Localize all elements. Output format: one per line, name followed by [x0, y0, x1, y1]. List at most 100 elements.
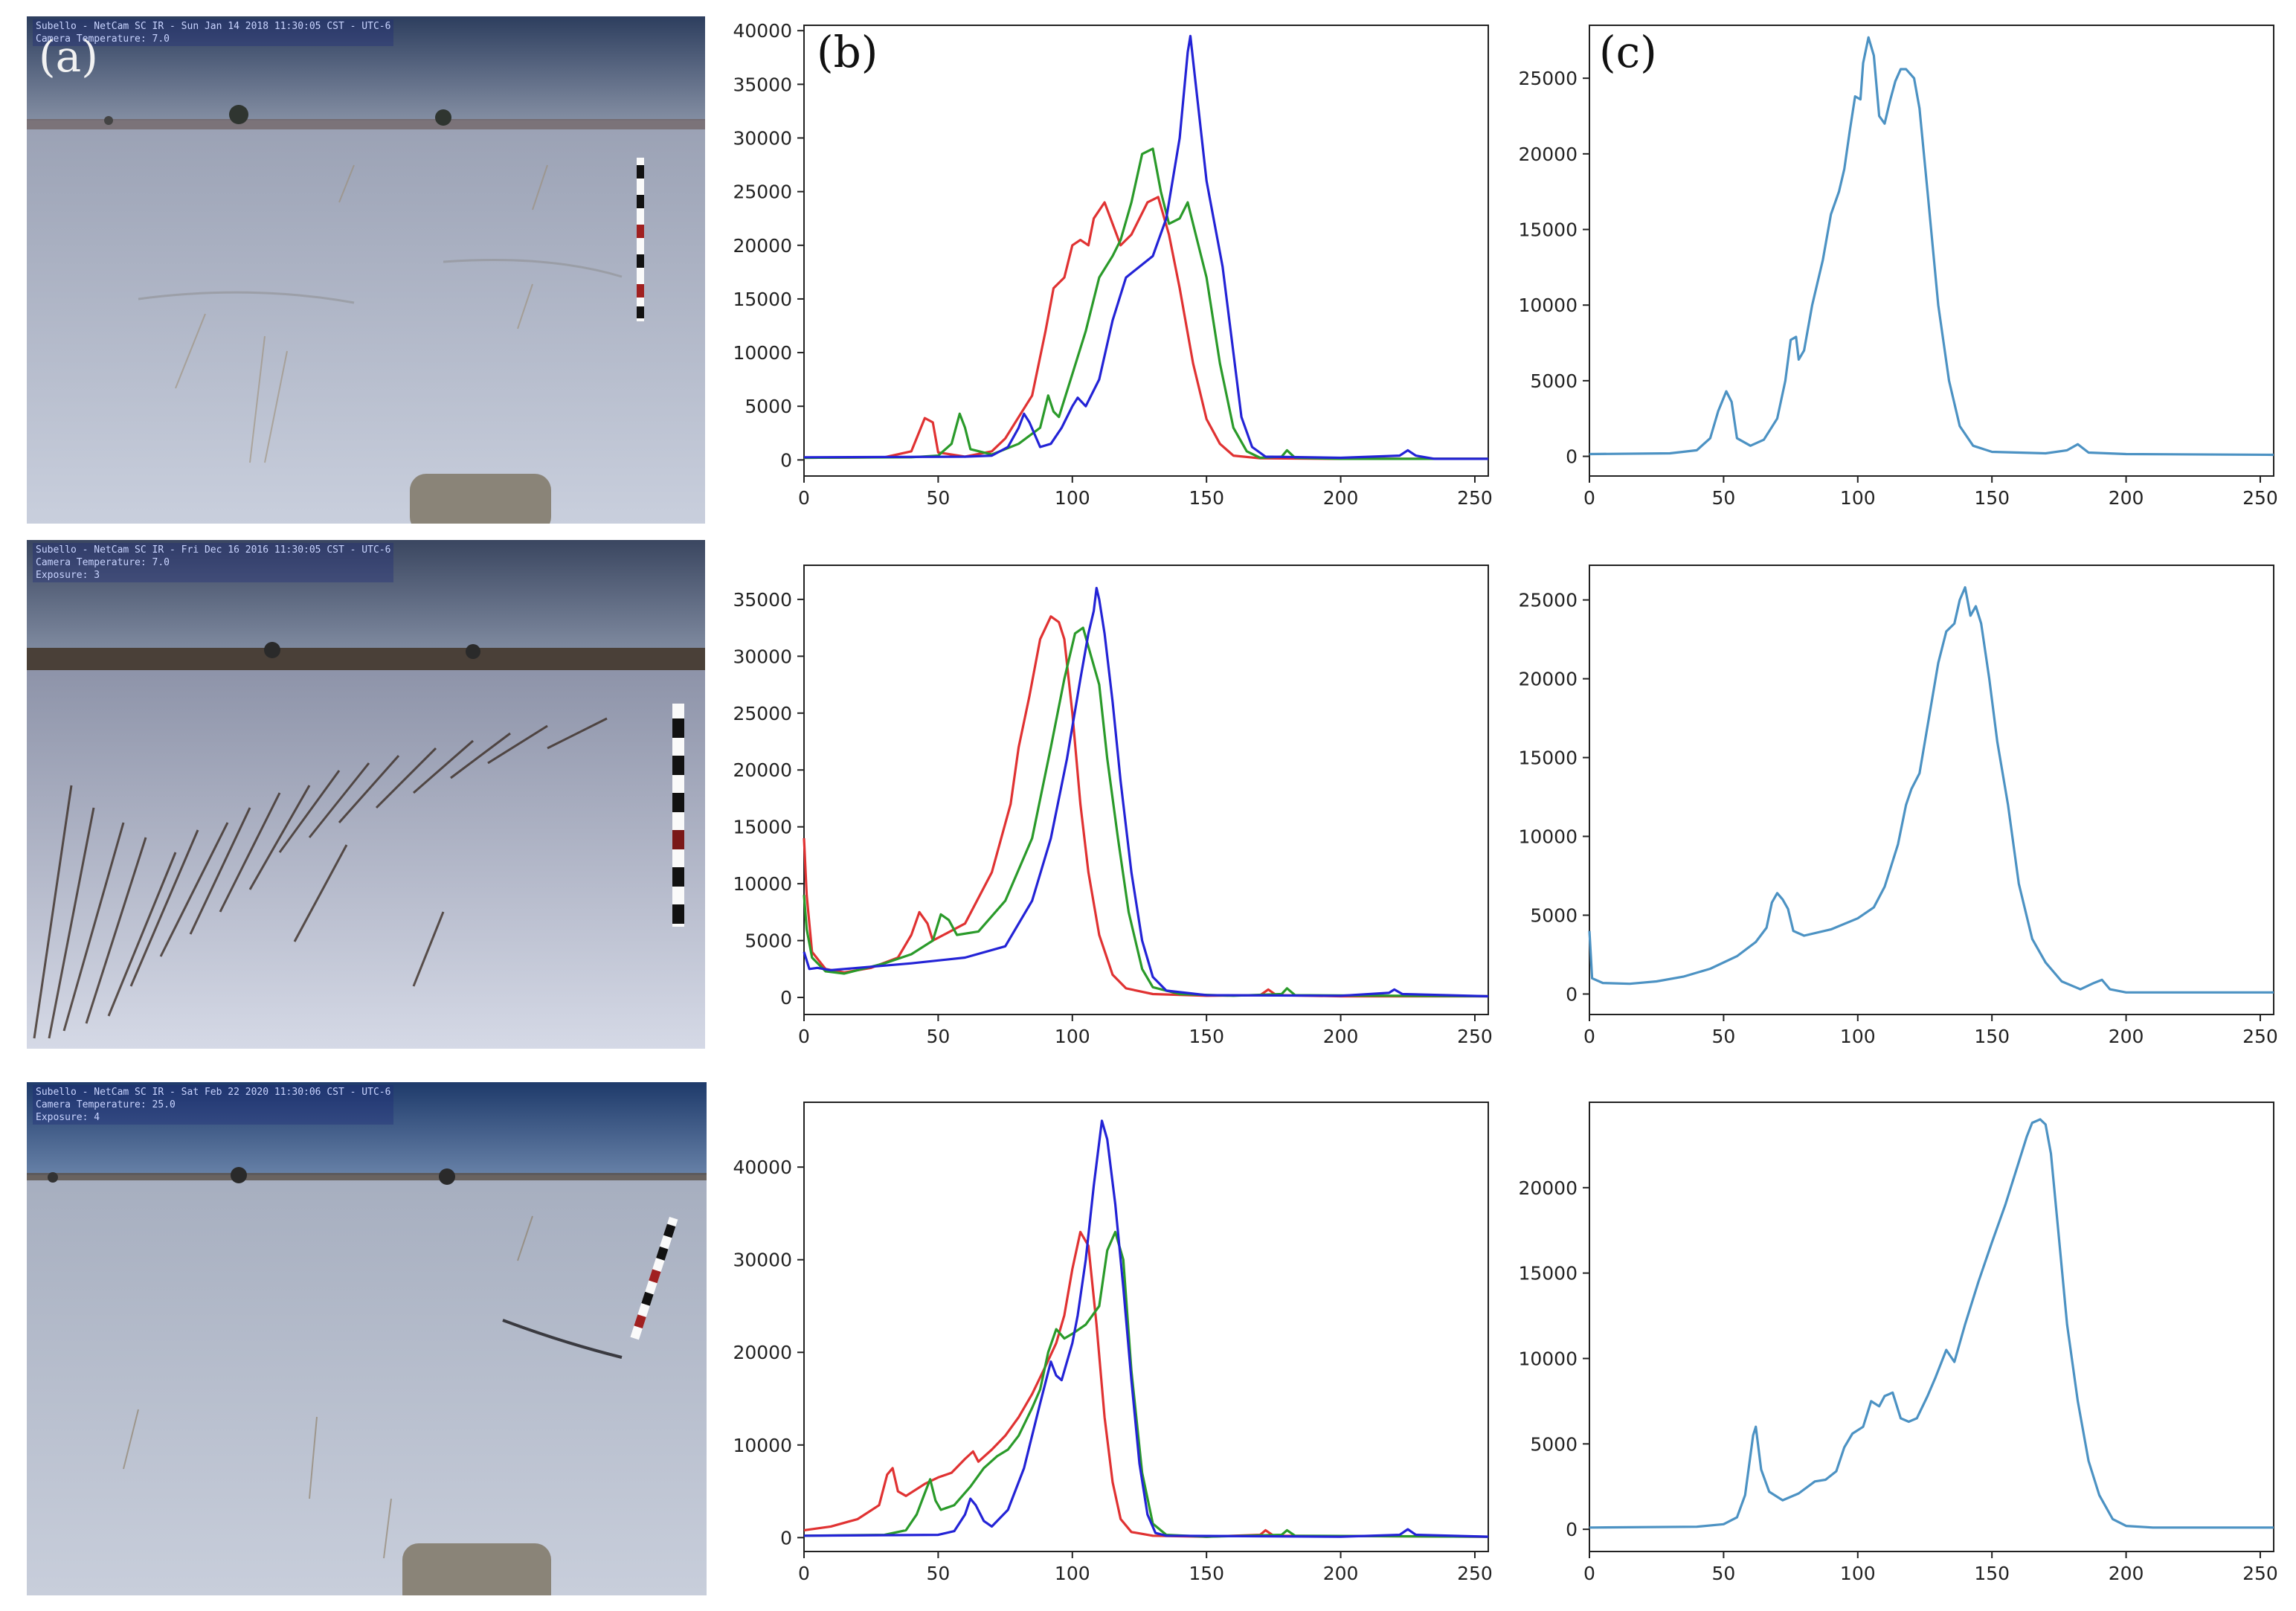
snow-scene-2 [27, 540, 705, 1049]
plot-frame [803, 565, 1489, 1015]
x-tick-label: 150 [1189, 487, 1224, 509]
y-tick-label: 20000 [733, 235, 792, 257]
x-tick-label: 50 [926, 1026, 950, 1047]
y-tick-label: 30000 [733, 128, 792, 149]
x-tick-label: 0 [1583, 1026, 1595, 1047]
x-tick-label: 250 [2242, 1026, 2278, 1047]
x-tick-label: 100 [1840, 1563, 1876, 1584]
y-tick-label: 15000 [733, 289, 792, 310]
x-tick-label: 200 [1323, 1563, 1359, 1584]
rgb-hist-row2: 0 50 100 150 200 250 0 5000 10000 15000 20000 25000… [733, 565, 1493, 1047]
x-tick-label: 0 [798, 1026, 810, 1047]
snow-scene-1 [27, 16, 705, 524]
panel-label-a: (a) [39, 31, 98, 82]
y-tick-label: 0 [1566, 446, 1578, 468]
x-tick-label: 200 [2109, 487, 2144, 509]
x-tick-label: 0 [1583, 1563, 1595, 1584]
plot-frame [803, 1102, 1489, 1552]
plot-frame [1589, 565, 2274, 1015]
y-tick-label: 20000 [1518, 669, 1578, 690]
y-tick-label: 25000 [1518, 590, 1578, 611]
y-tick-label: 0 [1566, 1519, 1578, 1540]
osd-line: Exposure: 3 [36, 570, 100, 581]
y-tick-label: 10000 [1518, 826, 1578, 848]
y-tick-label: 5000 [1530, 1433, 1578, 1455]
plot-frame [803, 25, 1489, 477]
osd-line: Camera Temperature: 25.0 [36, 1099, 176, 1110]
y-tick-label: 0 [780, 1527, 792, 1549]
y-tick-label: 20000 [733, 1342, 792, 1363]
y-tick-label: 30000 [733, 1250, 792, 1271]
gray-hist-row3: 0 50 100 150 200 250 0 5000 10000 15000 20000 [1518, 1102, 2278, 1584]
y-tick-label: 10000 [1518, 295, 1578, 316]
series-line-blue [803, 587, 1489, 998]
y-tick-label: 15000 [1518, 747, 1578, 769]
snow-photo-2: Subello - NetCam SC IR - Fri Dec 16 2016… [27, 540, 705, 1049]
y-tick-label: 15000 [1518, 219, 1578, 241]
osd-line: Subello - NetCam SC IR - Fri Dec 16 2016… [36, 544, 391, 556]
y-tick-label: 20000 [733, 759, 792, 781]
series-line-green [803, 147, 1488, 460]
plot-frame [1589, 1102, 2274, 1552]
x-tick-label: 200 [1323, 487, 1359, 509]
rgb-hist-row3: 0 50 100 150 200 250 0 10000 20000 30000 40000 [733, 1102, 1493, 1584]
panel-label-b: (b) [817, 27, 878, 77]
x-tick-label: 150 [1189, 1563, 1224, 1584]
y-tick-label: 0 [1566, 983, 1578, 1005]
series-line-gray [1589, 1118, 2274, 1529]
gray-hist-row2: 0 50 100 150 200 250 0 5000 10000 15000 20000 25000 [1518, 565, 2278, 1047]
y-tick-label: 25000 [733, 181, 792, 203]
y-tick-label: 35000 [733, 74, 792, 95]
x-tick-label: 100 [1840, 1026, 1876, 1047]
y-tick-label: 30000 [733, 646, 792, 667]
x-tick-label: 150 [1974, 487, 2010, 509]
x-tick-label: 100 [1055, 1563, 1090, 1584]
x-tick-label: 100 [1055, 487, 1090, 509]
y-tick-label: 40000 [733, 20, 792, 42]
osd-line: Subello - NetCam SC IR - Sat Feb 22 2020… [36, 1087, 391, 1098]
x-tick-label: 250 [1457, 487, 1493, 509]
y-tick-label: 10000 [733, 1435, 792, 1456]
x-tick-label: 50 [1711, 487, 1735, 509]
camera-overlay-text: Subello - NetCam SC IR - Sun Jan 14 2018… [33, 19, 394, 46]
y-tick-label: 10000 [733, 342, 792, 364]
y-tick-label: 5000 [745, 396, 792, 417]
x-tick-label: 200 [2109, 1026, 2144, 1047]
x-tick-label: 250 [2242, 487, 2278, 509]
y-tick-label: 10000 [1518, 1348, 1578, 1369]
snow-scene-3 [27, 1082, 707, 1595]
y-tick-label: 25000 [1518, 68, 1578, 89]
y-tick-label: 5000 [1530, 370, 1578, 392]
y-tick-label: 0 [780, 987, 792, 1009]
plot-frame [1589, 25, 2274, 477]
gray-hist-row1: 0 50 100 150 200 250 0 5000 10000 15000 20000 25000 [1518, 25, 2278, 509]
x-tick-label: 50 [1711, 1563, 1735, 1584]
x-tick-label: 200 [2109, 1563, 2144, 1584]
x-tick-label: 150 [1974, 1026, 2010, 1047]
series-line-green [803, 626, 1489, 998]
camera-overlay-text: Subello - NetCam SC IR - Fri Dec 16 2016… [33, 543, 394, 582]
series-line-red [803, 1230, 1489, 1538]
y-tick-label: 20000 [1518, 1177, 1578, 1199]
y-tick-label: 5000 [1530, 904, 1578, 926]
osd-line: Subello - NetCam SC IR - Sun Jan 14 2018… [36, 21, 391, 32]
y-tick-label: 25000 [733, 703, 792, 724]
osd-line: Camera Temperature: 7.0 [36, 557, 170, 568]
y-tick-label: 35000 [733, 589, 792, 611]
series-line-blue [803, 34, 1488, 460]
x-tick-label: 100 [1055, 1026, 1090, 1047]
x-tick-label: 100 [1840, 487, 1876, 509]
x-tick-label: 0 [798, 1563, 810, 1584]
snow-photo-1: Subello - NetCam SC IR - Sun Jan 14 2018… [27, 16, 705, 524]
series-line-blue [803, 1119, 1489, 1538]
y-tick-label: 15000 [733, 817, 792, 838]
x-tick-label: 200 [1323, 1026, 1359, 1047]
y-tick-label: 10000 [733, 873, 792, 895]
y-tick-label: 0 [780, 449, 792, 471]
y-tick-label: 20000 [1518, 144, 1578, 165]
camera-overlay-text: Subello - NetCam SC IR - Sat Feb 22 2020… [33, 1085, 394, 1125]
x-tick-label: 50 [926, 1563, 950, 1584]
x-tick-label: 250 [1457, 1563, 1493, 1584]
series-line-gray [1588, 586, 2274, 994]
